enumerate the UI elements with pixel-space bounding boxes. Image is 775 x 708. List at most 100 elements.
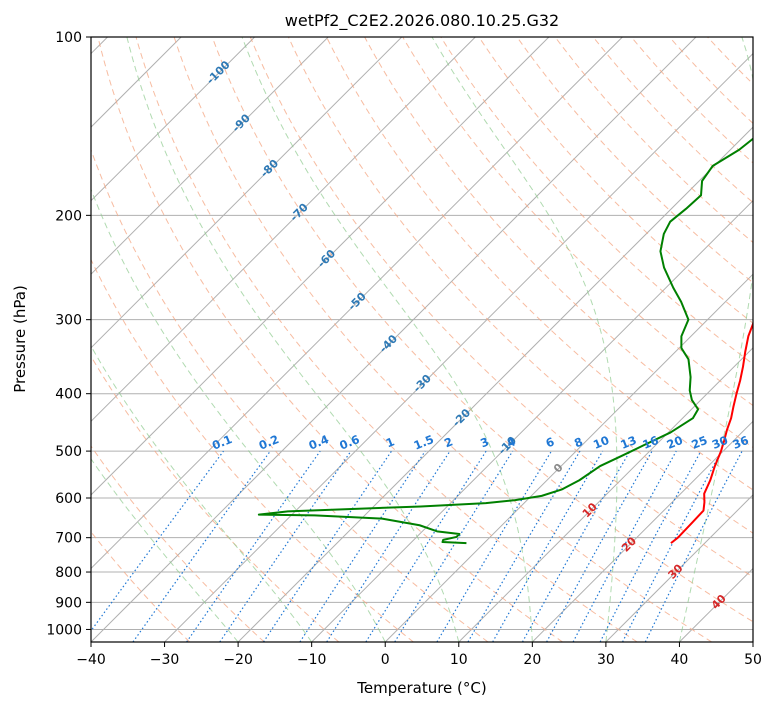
y-tick-label: 900 bbox=[55, 595, 82, 611]
isotherm-line bbox=[752, 641, 753, 642]
isotherm-line bbox=[237, 126, 753, 642]
y-tick-label: 800 bbox=[55, 565, 82, 581]
x-tick-label: 30 bbox=[597, 652, 615, 668]
mixing-ratio-line bbox=[299, 450, 426, 642]
dewpoint-line bbox=[257, 137, 753, 545]
mixing-ratio-label: 1.5 bbox=[412, 432, 436, 453]
isotherm-line bbox=[679, 567, 753, 642]
dry-adiabat bbox=[630, 37, 753, 164]
isotherm-line bbox=[91, 37, 623, 570]
isotherm-line bbox=[91, 37, 329, 275]
isotherm-line bbox=[458, 347, 753, 642]
mixing-ratio-line bbox=[572, 450, 677, 642]
isotherm-line bbox=[311, 199, 753, 642]
x-tick-label: 40 bbox=[671, 652, 689, 668]
dry-adiabat bbox=[211, 37, 753, 623]
isotherm-label: -30 bbox=[411, 372, 434, 395]
moist-adiabats bbox=[91, 37, 753, 642]
x-tick-label: 0 bbox=[381, 652, 390, 668]
dry-adiabat bbox=[91, 355, 340, 642]
y-tick-label: 700 bbox=[55, 531, 82, 547]
y-axis-ticks: 1000 900 800 700 600 500 400 300 200 100 bbox=[46, 30, 91, 638]
x-tick-label: 20 bbox=[523, 652, 541, 668]
x-axis-title: Temperature (°C) bbox=[356, 679, 486, 697]
dry-adiabat bbox=[364, 37, 753, 449]
dry-adiabat bbox=[249, 37, 753, 578]
x-tick-label: 10 bbox=[450, 652, 468, 668]
y-tick-label: 1000 bbox=[46, 622, 82, 638]
x-tick-label: −30 bbox=[150, 652, 180, 668]
mixing-ratio-label: 16 bbox=[640, 433, 660, 452]
mixing-ratio-line bbox=[263, 450, 393, 642]
isotherm-gridlines bbox=[91, 37, 753, 642]
mixing-ratio-label: 8 bbox=[572, 434, 585, 450]
mixing-ratio-label: 0.6 bbox=[337, 432, 361, 453]
mixing-ratio-line bbox=[467, 450, 581, 642]
mixing-ratio-line bbox=[219, 450, 352, 642]
mixing-ratio-line bbox=[521, 450, 631, 642]
dry-adiabat bbox=[402, 37, 753, 407]
dry-adiabat bbox=[91, 445, 265, 642]
dry-adiabat bbox=[669, 37, 753, 125]
dry-adiabat bbox=[440, 37, 753, 365]
moist-adiabat bbox=[126, 37, 460, 642]
isotherm-label: 10 bbox=[580, 500, 600, 520]
isotherm-label: -100 bbox=[204, 58, 233, 87]
mixing-ratio-line bbox=[365, 450, 487, 642]
isotherm-line bbox=[91, 37, 256, 202]
mixing-ratio-line bbox=[91, 450, 225, 632]
moist-adiabat bbox=[678, 37, 753, 642]
dry-adiabat bbox=[516, 37, 753, 284]
mixing-ratio-label: 0.2 bbox=[257, 432, 281, 453]
dry-adiabat bbox=[173, 37, 713, 642]
isobar-gridlines bbox=[91, 37, 753, 630]
y-tick-label: 400 bbox=[55, 387, 82, 403]
isotherm-line bbox=[91, 37, 403, 349]
dry-adiabat bbox=[91, 258, 414, 642]
chart-title: wetPf2_C2E2.2026.080.10.25.G32 bbox=[285, 11, 559, 31]
mixing-ratio-label: 2 bbox=[442, 434, 455, 450]
plot-frame bbox=[90, 36, 754, 643]
mixing-ratio-line bbox=[644, 450, 743, 642]
dry-adiabat bbox=[554, 37, 753, 244]
dry-adiabat bbox=[97, 37, 563, 642]
mixing-ratio-label: 30 bbox=[710, 433, 730, 452]
moist-adiabat bbox=[241, 37, 533, 642]
mixing-ratio-label: 10 bbox=[591, 433, 611, 452]
x-tick-label: −40 bbox=[76, 652, 106, 668]
y-tick-label: 600 bbox=[55, 491, 82, 507]
isotherm-label: -50 bbox=[346, 290, 369, 313]
mixing-ratio-label: 0.1 bbox=[210, 432, 234, 453]
mixing-ratio-label: 6 bbox=[544, 434, 557, 450]
moist-adiabat bbox=[91, 458, 239, 642]
dry-adiabat bbox=[707, 37, 753, 85]
mixing-ratio-line bbox=[599, 450, 702, 642]
isotherm-label: -90 bbox=[230, 111, 253, 134]
isotherm-line bbox=[164, 52, 753, 642]
x-axis-ticks: −40 −30 −20 −10 0 10 20 30 40 50 bbox=[76, 642, 762, 668]
mixing-ratio-label: 1 bbox=[384, 434, 397, 450]
isotherm-line bbox=[91, 37, 476, 423]
mixing-ratio-label: 20 bbox=[665, 433, 685, 452]
moist-adiabat bbox=[431, 37, 618, 642]
mixing-ratio-line bbox=[186, 450, 321, 642]
y-axis-title: Pressure (hPa) bbox=[11, 285, 29, 393]
profile-series bbox=[257, 137, 753, 545]
y-tick-label: 300 bbox=[55, 313, 82, 329]
mixing-ratio-lines bbox=[91, 450, 743, 642]
dry-adiabats bbox=[91, 37, 753, 642]
dry-adiabat bbox=[91, 148, 489, 642]
dry-adiabat bbox=[592, 37, 753, 204]
x-tick-label: −10 bbox=[297, 652, 327, 668]
dry-adiabat bbox=[135, 37, 638, 642]
dry-adiabat bbox=[326, 37, 753, 491]
isotherm-label: -40 bbox=[377, 332, 400, 355]
x-tick-label: −20 bbox=[223, 652, 253, 668]
isotherm-line bbox=[91, 37, 550, 496]
mixing-ratio-line bbox=[546, 450, 653, 642]
mixing-ratio-label: 0.4 bbox=[307, 432, 331, 453]
mixing-ratio-line bbox=[326, 450, 451, 642]
plot-area: -100-90-80-70-60-50-40-30-20-10010203040… bbox=[91, 37, 753, 642]
x-tick-label: 50 bbox=[744, 652, 762, 668]
